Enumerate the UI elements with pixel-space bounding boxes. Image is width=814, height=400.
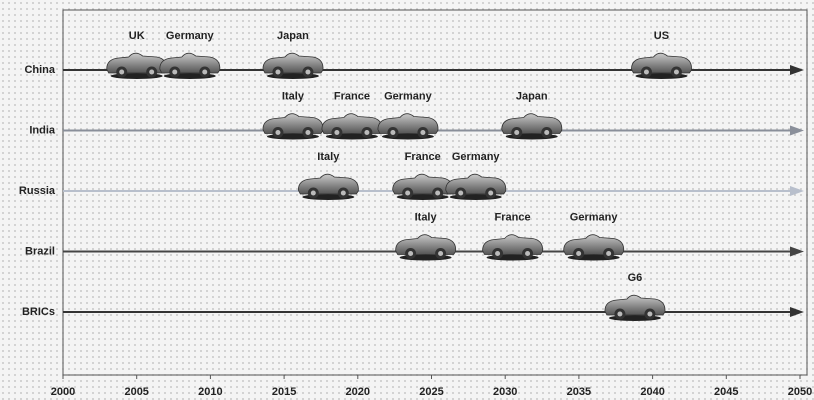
- x-tick-label: 2030: [493, 386, 517, 398]
- car-hub: [647, 311, 653, 317]
- car-marker: [631, 52, 692, 79]
- car-marker: [501, 113, 563, 140]
- car-hub: [438, 251, 444, 256]
- car-marker: [159, 52, 221, 79]
- car-hub: [119, 69, 125, 75]
- car-hub: [544, 130, 550, 135]
- car-marker: [377, 113, 439, 140]
- car-hub: [606, 251, 612, 256]
- car-hub: [390, 130, 396, 135]
- car-marker: [106, 52, 168, 79]
- car-hub: [305, 69, 311, 75]
- car-hub: [643, 69, 649, 75]
- car-marker: [321, 113, 383, 140]
- car-body: [377, 113, 439, 134]
- x-tick-label: 2050: [788, 386, 812, 398]
- row-arrow: [790, 186, 804, 196]
- car-hub: [617, 311, 623, 317]
- car-body: [262, 113, 324, 134]
- car-hub: [673, 69, 679, 75]
- x-tick-label: 2040: [640, 386, 664, 398]
- car-marker: [297, 173, 359, 200]
- car-marker: [395, 234, 457, 261]
- car-marker: [392, 173, 454, 200]
- car-hub: [514, 130, 520, 135]
- car-body: [262, 52, 324, 74]
- x-tick-label: 2010: [198, 386, 222, 398]
- x-tick-label: 2045: [714, 386, 738, 398]
- event-label: Italy: [282, 90, 305, 102]
- car-hub: [408, 251, 414, 256]
- event-label: US: [654, 30, 669, 42]
- car-marker: [262, 52, 324, 79]
- car-hub: [525, 251, 531, 256]
- x-tick-label: 2025: [419, 386, 443, 398]
- row-label: China: [24, 64, 55, 76]
- car-hub: [340, 190, 346, 196]
- car-hub: [334, 130, 340, 135]
- x-tick-label: 2005: [124, 386, 148, 398]
- row-label: Brazil: [25, 245, 55, 257]
- car-body: [445, 173, 507, 195]
- x-tick-label: 2000: [51, 386, 75, 398]
- car-hub: [364, 130, 370, 135]
- x-tick-label: 2035: [567, 386, 591, 398]
- event-label: France: [334, 90, 370, 102]
- row-label: BRICs: [22, 306, 55, 318]
- car-marker: [445, 173, 507, 200]
- car-hub: [310, 190, 316, 196]
- event-label: UK: [129, 30, 145, 42]
- row-label: India: [29, 124, 56, 136]
- event-label: Italy: [317, 151, 340, 163]
- row-arrow: [790, 246, 804, 257]
- car-hub: [405, 190, 411, 196]
- car-hub: [435, 190, 441, 196]
- event-label: Japan: [516, 90, 548, 102]
- car-body: [321, 113, 383, 134]
- row-label: Russia: [19, 185, 56, 197]
- car-body: [106, 52, 168, 74]
- event-label: Japan: [277, 30, 309, 42]
- car-body: [395, 234, 457, 255]
- car-hub: [275, 69, 281, 75]
- car-body: [482, 234, 544, 255]
- x-tick-label: 2020: [346, 386, 370, 398]
- event-label: France: [405, 151, 441, 163]
- row-arrow: [790, 307, 804, 317]
- event-label: Germany: [452, 151, 501, 163]
- car-hub: [458, 190, 464, 196]
- car-body: [631, 52, 692, 74]
- event-label: G6: [628, 272, 643, 284]
- car-body: [392, 173, 454, 195]
- car-body: [159, 52, 221, 74]
- car-hub: [172, 69, 178, 75]
- car-hub: [202, 69, 208, 75]
- event-label: France: [495, 211, 531, 223]
- car-hub: [149, 69, 155, 75]
- plot-frame: [62, 9, 808, 376]
- car-marker: [604, 294, 666, 321]
- car-body: [604, 294, 666, 316]
- car-body: [563, 234, 625, 255]
- car-marker: [482, 234, 544, 261]
- car-hub: [305, 130, 311, 135]
- car-marker: [563, 234, 625, 261]
- event-label: Germany: [166, 30, 215, 42]
- car-hub: [275, 130, 281, 135]
- event-label: Germany: [384, 90, 433, 102]
- row-arrow: [790, 125, 804, 136]
- event-label: Italy: [415, 211, 438, 223]
- x-tick-label: 2015: [272, 386, 296, 398]
- car-body: [501, 113, 563, 134]
- car-hub: [495, 251, 501, 256]
- car-hub: [420, 130, 426, 135]
- car-marker: [262, 113, 324, 140]
- row-arrow: [790, 65, 804, 75]
- car-hub: [576, 251, 582, 256]
- event-label: Germany: [570, 211, 619, 223]
- car-body: [297, 173, 359, 195]
- car-hub: [488, 190, 494, 196]
